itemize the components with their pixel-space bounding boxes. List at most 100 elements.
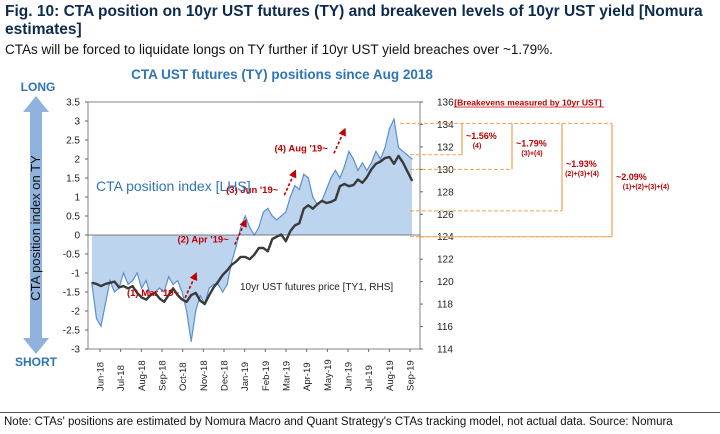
- cta-position-point: [307, 177, 309, 179]
- y-tick-label: -0.5: [63, 250, 81, 261]
- annotation-label: (3) Jun '19~: [226, 185, 279, 196]
- y-tick-label: -1: [71, 269, 80, 280]
- cta-position-point: [298, 188, 300, 190]
- long-label: LONG: [21, 80, 56, 94]
- breakeven-components: (2)+(3)+(4): [565, 171, 599, 178]
- ty-price-point: [388, 156, 391, 158]
- ty-price-point: [163, 301, 165, 303]
- cta-position-point: [195, 310, 197, 312]
- cta-position-point: [262, 211, 264, 213]
- ty-price-point: [366, 176, 368, 178]
- cta-position-point: [240, 226, 242, 228]
- ty-price-point: [212, 286, 215, 289]
- cta-position-point: [163, 291, 165, 293]
- cta-position-point: [339, 177, 341, 179]
- ty-price-point: [176, 294, 179, 296]
- ty-price-point: [172, 287, 174, 290]
- x-tick-label: Apr-19: [302, 362, 313, 391]
- ty-price-point: [149, 294, 152, 296]
- x-tick-label: Dec-18: [220, 360, 231, 391]
- x-tick-label: Sep-18: [158, 360, 169, 391]
- figure-subtitle: CTAs will be forced to liquidate longs o…: [5, 42, 553, 57]
- ty-price-point: [248, 258, 251, 260]
- cta-position-point: [258, 226, 260, 228]
- ty-price-point: [113, 280, 116, 283]
- short-label: SHORT: [15, 355, 58, 369]
- cta-position-point: [168, 276, 170, 278]
- x-tick-label: Feb-19: [261, 361, 272, 391]
- cta-position-point: [343, 166, 345, 168]
- ty-price-point: [221, 274, 224, 276]
- cta-position-point: [186, 310, 188, 312]
- ty-price-point: [154, 292, 156, 294]
- breakeven-yield: ~1.93%: [566, 159, 597, 169]
- ty-price-point: [194, 292, 197, 294]
- breakeven-yield: ~1.79%: [516, 138, 547, 148]
- ty-price-point: [131, 285, 134, 287]
- ty-price-point: [100, 285, 102, 287]
- cta-position-point: [145, 280, 147, 282]
- cta-position-point: [384, 147, 386, 149]
- ty-price-point: [118, 286, 120, 289]
- ty-price-point: [109, 282, 111, 284]
- y-tick-label: -2: [71, 307, 80, 318]
- ty-price-point: [136, 292, 138, 294]
- x-tick-label: Jun-18: [96, 362, 107, 391]
- cta-position-point: [348, 150, 350, 152]
- y2-tick-label: 116: [437, 322, 453, 333]
- cta-position-point: [366, 169, 368, 171]
- cta-position-point: [109, 280, 111, 282]
- ty-price-point: [352, 184, 355, 186]
- ty-price-line: [91, 154, 414, 306]
- ty-price-point: [325, 202, 328, 204]
- y2-tick-label: 126: [437, 210, 454, 221]
- cta-position-point: [330, 177, 332, 179]
- y-axis-label: CTA position index on TY: [28, 155, 43, 301]
- ty-price-point: [181, 298, 183, 301]
- ty-price-point: [393, 163, 395, 165]
- x-tick-label: Sep-19: [406, 360, 417, 391]
- ty-price-point: [370, 168, 373, 171]
- ty-price-point: [361, 182, 364, 184]
- cta-position-point: [334, 169, 336, 171]
- ty-price-point: [199, 299, 201, 302]
- y2-tick-label: 114: [437, 345, 453, 356]
- cta-position-point: [95, 318, 98, 320]
- ty-price-point: [267, 250, 269, 253]
- ty-price-point: [316, 203, 319, 205]
- annotation-label: (1) Mar '19~: [127, 288, 180, 299]
- y2-tick-label: 124: [437, 232, 454, 243]
- ty-price-point: [217, 280, 219, 283]
- y2-tick-label: 118: [437, 300, 453, 311]
- ty-price-point: [91, 282, 93, 284]
- cta-position-point: [177, 280, 179, 282]
- ty-price-point: [244, 256, 246, 258]
- ty-price-point: [158, 297, 161, 300]
- legend-area-label: CTA position index [LHS]: [96, 178, 251, 194]
- cta-position-point: [132, 280, 134, 282]
- cta-position-point: [122, 272, 125, 274]
- cta-position-point: [235, 245, 237, 247]
- x-tick-label: May-19: [323, 359, 334, 391]
- ty-price-point: [303, 207, 305, 210]
- ty-price-point: [185, 301, 188, 303]
- cta-position-point: [352, 158, 354, 160]
- annotation-label: (4) Aug '19~: [274, 143, 328, 154]
- ty-price-point: [321, 200, 323, 202]
- cta-position-point: [104, 302, 107, 304]
- y-tick-label: 2: [74, 155, 80, 166]
- cta-position-point: [285, 211, 287, 213]
- annotation-arrow: [333, 127, 346, 154]
- ty-price-point: [379, 160, 382, 163]
- cta-position-point: [411, 158, 413, 160]
- ty-price-point: [253, 253, 256, 256]
- cta-position-point: [276, 219, 278, 221]
- breakeven-yield: ~1.56%: [466, 131, 497, 141]
- ty-price-point: [127, 287, 129, 290]
- cta-position-point: [226, 283, 228, 285]
- y-tick-label: 1.5: [66, 174, 80, 185]
- cta-position-point: [100, 325, 102, 327]
- ty-price-point: [397, 155, 400, 157]
- ty-price-point: [258, 247, 260, 249]
- chart-title: CTA UST futures (TY) positions since Aug…: [131, 67, 433, 82]
